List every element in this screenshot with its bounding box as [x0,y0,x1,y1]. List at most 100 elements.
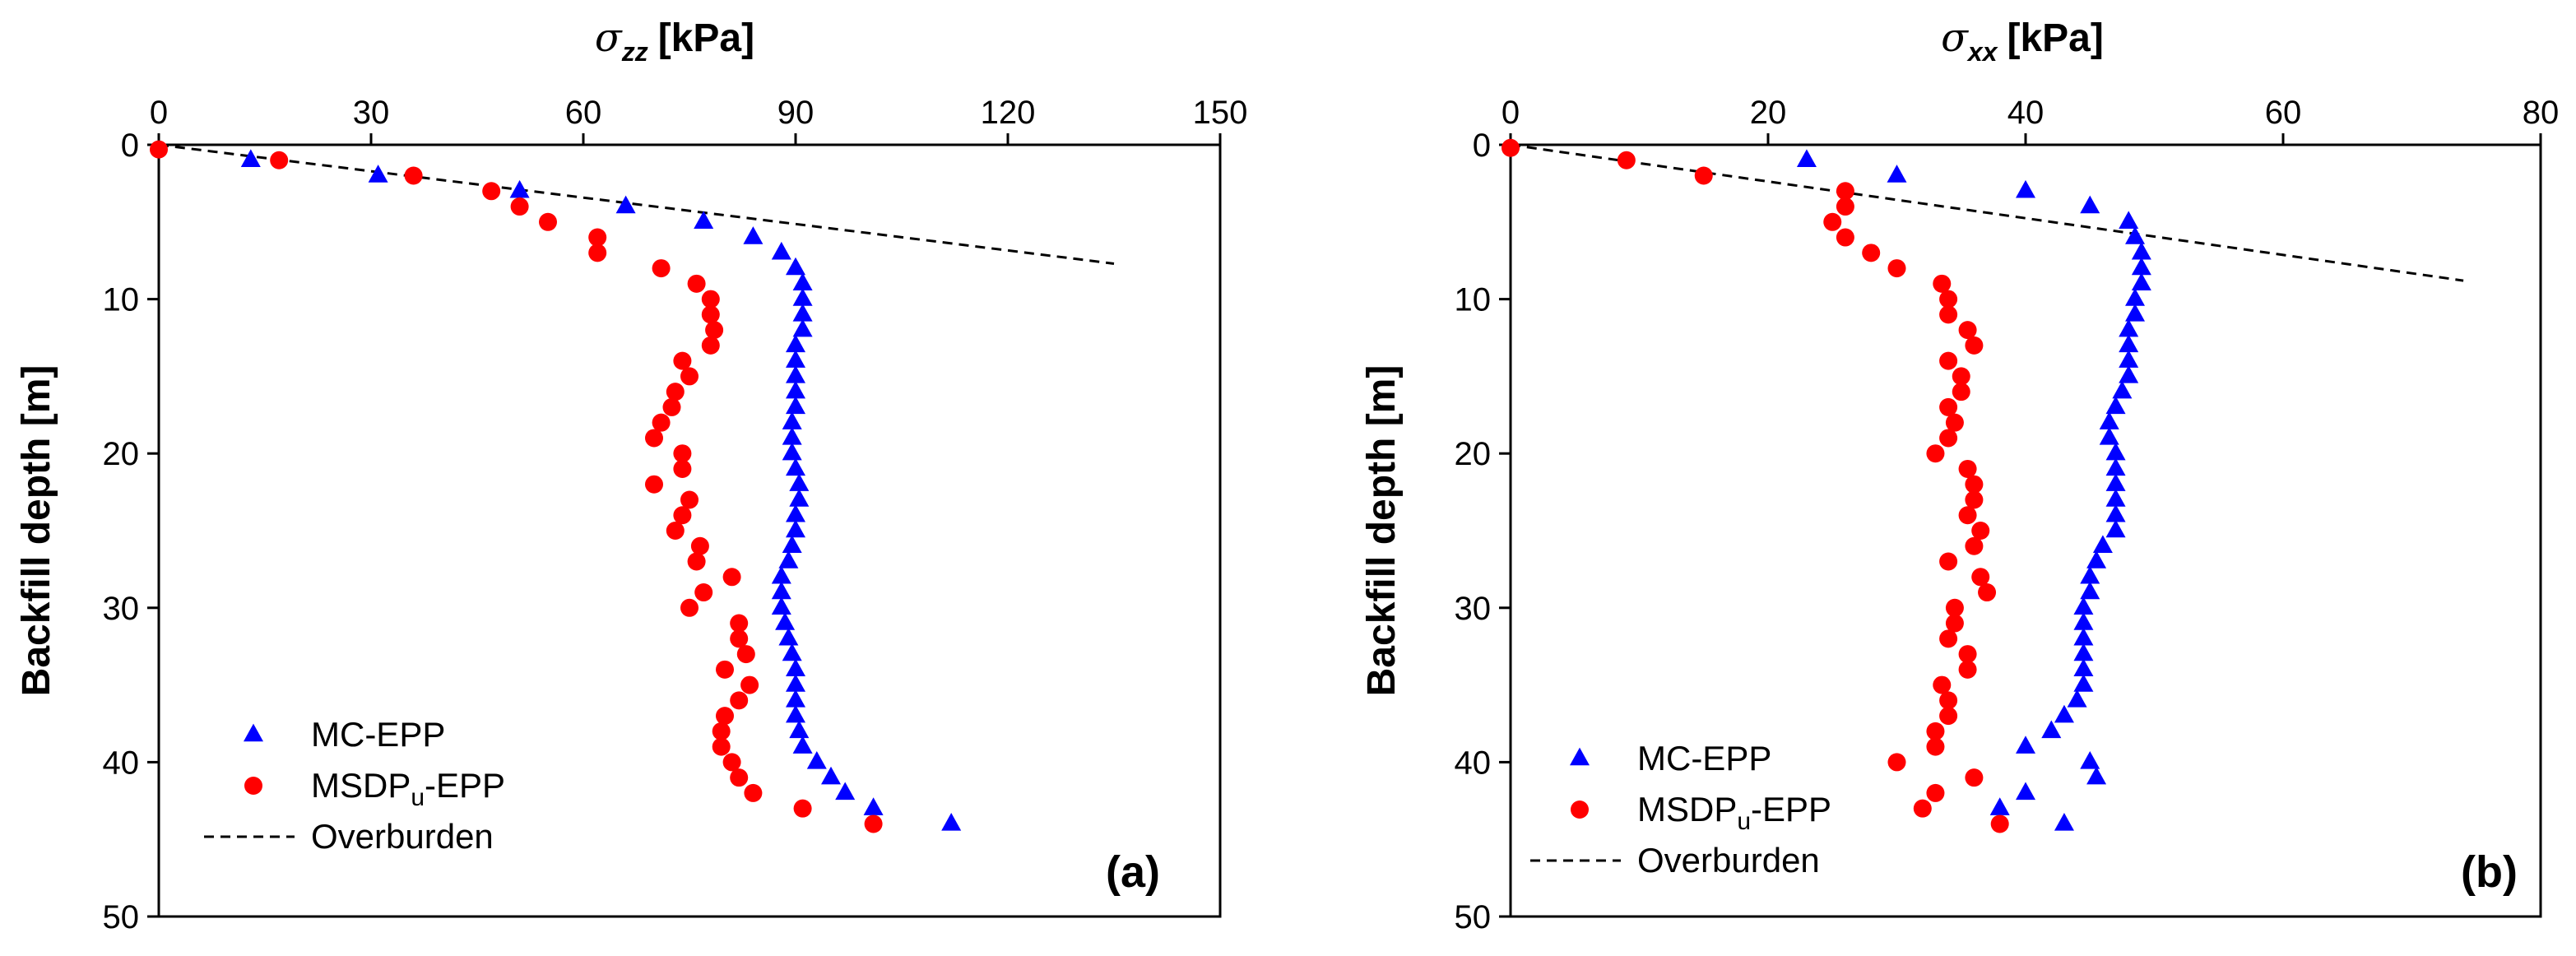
mc-epp-point [368,165,388,183]
y-axis-title: Backfill depth [m] [15,365,58,697]
x-tick-label: 120 [981,95,1036,131]
mc-epp-point [786,504,805,522]
legend: MC-EPP MSDPu-EPP Overburden [1530,739,1831,879]
mc-epp-point [2073,627,2094,646]
y-tick-label: 20 [103,436,140,472]
mc-epp-point [2080,565,2100,584]
mc-epp-point [2125,226,2146,244]
mc-epp-point [2119,318,2139,337]
x-tick-label: 0 [1502,95,1520,131]
mc-epp-point [782,535,802,553]
x-tick-label: 80 [2523,95,2560,131]
msdp-epp-point [1965,336,1984,355]
mc-epp-point [771,241,791,260]
mc-epp-point [2080,195,2100,214]
legend: MC-EPP MSDPu-EPP Overburden [204,715,505,856]
msdp-epp-point [716,707,734,726]
msdp-epp-point [1926,722,1945,740]
msdp-epp-point [1965,490,1984,509]
msdp-epp-point [1823,212,1842,231]
y-tick-label: 10 [1455,282,1492,318]
msdp-epp-point [588,244,607,262]
msdp-epp-point [680,598,699,617]
y-tick-label: 30 [103,591,140,627]
y-tick-label: 50 [103,899,140,935]
msdp-epp-point [1933,274,1952,293]
msdp-epp-point [740,675,759,694]
legend-msdp-label: MSDPu-EPP [311,766,505,811]
legend-overburden-label: Overburden [1637,841,1820,879]
msdp-epp-point [730,629,749,648]
mc-epp-point [2105,442,2126,461]
mc-epp-point [2041,720,2062,739]
x-axis-symbol: σ [1941,15,1969,61]
plot-frame [157,143,1222,918]
legend-msdp-marker [1571,801,1589,819]
mc-epp-point [782,411,802,429]
overburden-line [1510,143,2464,282]
msdp-epp-point [1939,305,1958,324]
msdp-epp-point [666,383,685,401]
msdp-epp-point [1939,397,1958,416]
mc-epp-point [2073,674,2094,692]
mc-epp-point [771,596,791,615]
panel-label: (a) [1106,847,1160,897]
msdp-epp-point [1933,675,1952,694]
x-axis-symbol: σ [595,15,623,61]
x-tick-label: 60 [565,95,602,131]
msdp-epp-point [1939,629,1958,648]
mc-epp-point [806,751,827,769]
msdp-epp-point [673,506,692,525]
msdp-epp-point [1958,645,1977,664]
chart-panel-a: 0 30 60 90 120 150 0 10 20 30 40 50 σzz [kPa] Backfi… [15,15,1247,935]
data-points [1502,138,2151,833]
mc-epp-point [2073,596,2094,615]
msdp-epp-point [722,568,741,587]
x-axis-unit: [kPa] [658,16,754,60]
mc-epp-point [786,457,805,476]
msdp-epp-point [1939,429,1958,448]
msdp-epp-point [716,660,734,679]
mc-epp-point [786,396,805,415]
x-tick-label: 20 [1750,95,1787,131]
mc-epp-point [2016,782,2035,801]
mc-epp-point [2073,643,2094,661]
legend-mc-marker [244,723,263,742]
mc-epp-point [835,782,856,801]
mc-epp-point [786,658,805,677]
mc-epp-point [2073,612,2094,630]
msdp-epp-point [1958,321,1977,340]
msdp-epp-point [1978,583,1997,602]
msdp-epp-point [730,614,749,633]
msdp-epp-point [662,397,681,416]
mc-epp-point [786,365,805,383]
y-tick-label: 30 [1455,591,1492,627]
mc-epp-point [2119,350,2139,368]
mc-epp-point [2131,272,2151,291]
msdp-epp-point [687,552,706,571]
msdp-epp-point [680,367,699,386]
y-tick-label: 0 [1473,128,1491,164]
msdp-epp-point [1990,814,2009,833]
msdp-epp-point [1836,228,1854,247]
msdp-epp-point [736,645,755,664]
legend-mc-label: MC-EPP [311,715,445,754]
mc-epp-point [615,195,636,214]
msdp-epp-point [673,444,692,463]
mc-epp-point [2105,457,2126,476]
mc-epp-point [786,334,805,353]
mc-epp-point [2119,365,2139,383]
mc-epp-point [2105,489,2126,507]
msdp-epp-point [1945,413,1964,432]
overburden-group [158,143,1115,265]
mc-epp-point [2119,334,2139,353]
mc-epp-point [2016,179,2035,198]
mc-epp-point [782,643,802,661]
mc-epp-point [2099,427,2119,445]
msdp-epp-point [673,459,692,478]
y-tick-label: 40 [103,745,140,781]
msdp-epp-point [701,336,720,355]
msdp-epp-point [701,290,720,309]
msdp-epp-point [1952,383,1970,401]
